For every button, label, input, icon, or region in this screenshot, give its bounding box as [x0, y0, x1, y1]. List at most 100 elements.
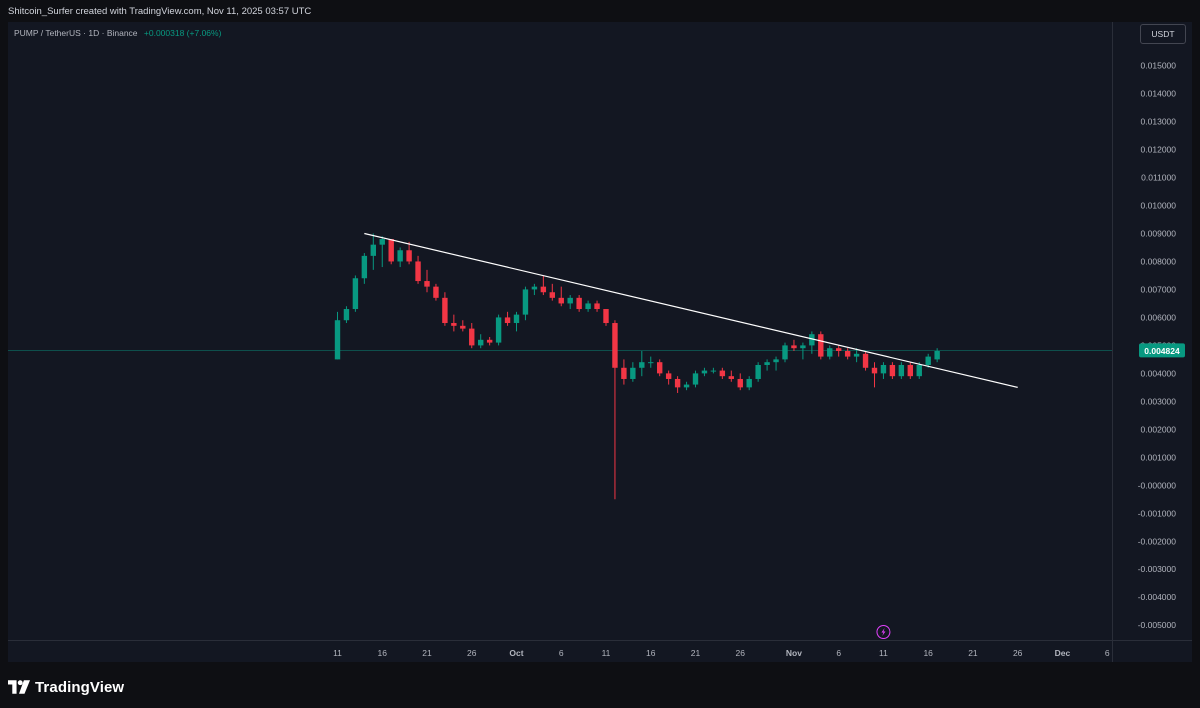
y-tick-label: 0.004000: [1141, 368, 1177, 378]
candle-down[interactable]: [549, 292, 555, 298]
candle-down[interactable]: [415, 261, 421, 282]
candle-down[interactable]: [871, 367, 878, 374]
candle-down[interactable]: [424, 281, 430, 287]
candle-down[interactable]: [451, 323, 457, 326]
candle-up[interactable]: [898, 364, 905, 377]
symbol-change: +0.000318 (+7.06%): [143, 28, 222, 38]
x-tick-label: Oct: [509, 648, 523, 658]
candle-up[interactable]: [773, 359, 779, 363]
candle-down[interactable]: [665, 373, 672, 379]
candle-down[interactable]: [844, 350, 851, 357]
candle-down[interactable]: [862, 353, 869, 368]
candle-up[interactable]: [710, 370, 717, 372]
candle-up[interactable]: [352, 278, 359, 310]
candle-down[interactable]: [594, 303, 600, 310]
candle-down[interactable]: [504, 317, 511, 324]
candle-up[interactable]: [567, 297, 573, 304]
candle-up[interactable]: [782, 345, 788, 360]
candle-down[interactable]: [621, 367, 627, 379]
candle-up[interactable]: [648, 362, 654, 364]
y-tick-label: 0.011000: [1141, 173, 1176, 183]
candle-down[interactable]: [889, 364, 896, 377]
candle-down[interactable]: [469, 328, 475, 346]
candle-down[interactable]: [674, 378, 681, 388]
candle-up[interactable]: [639, 362, 645, 368]
lightning-bolt-shape: [881, 628, 886, 636]
candle-down[interactable]: [540, 286, 547, 293]
x-tick-label: 6: [1105, 648, 1110, 658]
footer-bar: [0, 662, 1200, 708]
candle-up[interactable]: [692, 373, 699, 385]
candle-down[interactable]: [433, 286, 439, 298]
candle-up[interactable]: [925, 356, 931, 365]
candle-up[interactable]: [343, 309, 350, 321]
candle-up[interactable]: [513, 314, 520, 324]
x-tick-label: 16: [646, 648, 656, 658]
candle-up[interactable]: [701, 370, 708, 374]
symbol-exchange: Binance: [106, 28, 138, 38]
candle-down[interactable]: [719, 370, 726, 377]
y-tick-label: -0.005000: [1138, 620, 1177, 630]
candle-down[interactable]: [558, 297, 564, 304]
candle-up[interactable]: [853, 353, 860, 357]
candle-up[interactable]: [746, 378, 752, 388]
legend-separator: ·: [83, 28, 89, 38]
y-tick-label: 0.006000: [1141, 312, 1177, 322]
x-tick-label: 16: [923, 648, 933, 658]
candle-up[interactable]: [361, 255, 368, 279]
candle-down[interactable]: [737, 378, 743, 388]
candle-down[interactable]: [728, 376, 734, 379]
candle-up[interactable]: [522, 289, 529, 315]
candle-up[interactable]: [585, 303, 591, 310]
chart-pane[interactable]: [8, 22, 1192, 662]
x-tick-label: 16: [378, 648, 388, 658]
candle-up[interactable]: [334, 320, 341, 360]
candle-up[interactable]: [531, 286, 538, 290]
tradingview-logo-text: TradingView: [35, 678, 125, 696]
x-tick-label: 6: [836, 648, 841, 658]
x-tick-label: 6: [559, 648, 564, 658]
candle-up[interactable]: [880, 364, 887, 374]
candle-down[interactable]: [836, 348, 842, 351]
candle-up[interactable]: [916, 364, 922, 377]
last-price-label: 0.004824: [1144, 346, 1180, 356]
candle-up[interactable]: [800, 345, 806, 349]
candle-down[interactable]: [442, 297, 448, 324]
candle-up[interactable]: [934, 350, 940, 360]
candle-down[interactable]: [818, 334, 824, 357]
currency-selector-button[interactable]: USDT: [1140, 24, 1186, 44]
candle-down[interactable]: [576, 297, 582, 310]
candle-up[interactable]: [764, 362, 770, 365]
candle-down[interactable]: [657, 362, 663, 374]
candle-down[interactable]: [603, 309, 609, 324]
x-tick-label: 26: [1013, 648, 1023, 658]
candle-up[interactable]: [495, 317, 502, 343]
candle-down[interactable]: [612, 323, 618, 368]
y-tick-label: 0.012000: [1141, 145, 1177, 155]
candle-up[interactable]: [397, 250, 403, 262]
candle-up[interactable]: [683, 384, 690, 388]
trendline[interactable]: [364, 232, 1018, 388]
candle-down[interactable]: [486, 339, 493, 343]
candle-up[interactable]: [827, 348, 833, 357]
chart-header: Shitcoin_Surfer created with TradingView…: [0, 0, 1200, 22]
x-tick-label: 21: [691, 648, 701, 658]
y-tick-label: 0.009000: [1141, 228, 1177, 238]
y-tick-label: 0.008000: [1141, 256, 1177, 266]
candle-up[interactable]: [478, 339, 484, 346]
y-tick-label: 0.003000: [1141, 396, 1177, 406]
candle-down[interactable]: [791, 345, 797, 349]
candle-down[interactable]: [907, 364, 913, 377]
x-tick-label: Dec: [1055, 648, 1071, 658]
candle-up[interactable]: [755, 364, 761, 379]
y-tick-label: 0.001000: [1141, 452, 1177, 462]
candle-down[interactable]: [388, 239, 394, 262]
candle-up[interactable]: [379, 239, 385, 245]
candle-up[interactable]: [630, 367, 636, 379]
candle-down[interactable]: [406, 250, 412, 262]
tradingview-logo[interactable]: TradingView: [8, 678, 124, 696]
candle-up[interactable]: [809, 334, 815, 346]
candle-up[interactable]: [370, 244, 376, 256]
candle-down[interactable]: [460, 325, 466, 329]
